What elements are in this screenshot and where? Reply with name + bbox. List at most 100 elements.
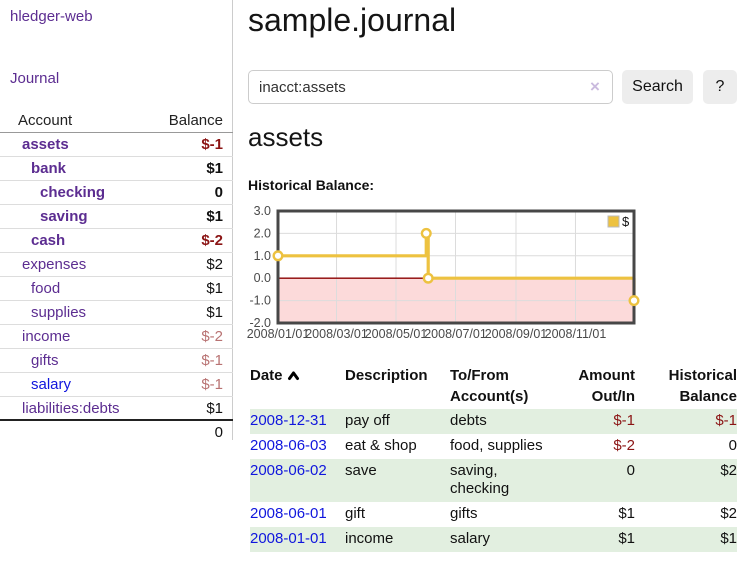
sidebar-account-row: income $-2 <box>0 325 233 349</box>
sidebar-account-row: saving $1 <box>0 205 233 229</box>
register-date-link[interactable]: 2008-12-31 <box>250 412 327 429</box>
register-accounts: debts <box>450 412 487 429</box>
register-accounts: gifts <box>450 505 478 522</box>
sidebar-account-row: bank $1 <box>0 157 233 181</box>
register-balance: $2 <box>720 505 737 522</box>
sidebar-account-gifts[interactable]: gifts <box>31 352 59 369</box>
date-column-header[interactable]: Date <box>250 362 345 409</box>
account-balance: $-1 <box>201 352 223 369</box>
register-amount: 0 <box>626 462 635 479</box>
sort-ascending-icon <box>287 366 300 387</box>
sidebar-account-cash[interactable]: cash <box>31 232 66 249</box>
sidebar-item-journal[interactable]: Journal <box>10 70 60 87</box>
register-row: 2008-01-01 income salary $1 $1 <box>250 527 737 552</box>
register-amount: $-1 <box>613 412 635 429</box>
svg-text:-2.0: -2.0 <box>249 316 271 330</box>
register-row: 2008-06-03 eat & shop food, supplies $-2 0 <box>250 434 737 459</box>
sidebar-account-assets[interactable]: assets <box>22 136 69 153</box>
svg-text:2008/07/01: 2008/07/01 <box>424 327 487 341</box>
register-amount: $1 <box>618 530 635 547</box>
historical-balance-chart[interactable]: 3.0 2.0 1.0 0.0 -1.0 -2.02008/01/012008/03/01… <box>245 198 740 345</box>
sidebar-account-food[interactable]: food <box>31 280 61 297</box>
sidebar-account-row: assets $-1 <box>0 133 233 157</box>
account-heading: assets <box>248 122 324 152</box>
sidebar-account-bank[interactable]: bank <box>31 160 67 177</box>
app-title-link[interactable]: hledger-web <box>10 8 93 25</box>
balance-column-header: Historical Balance <box>668 367 737 405</box>
sidebar-account-row: cash $-2 <box>0 229 233 253</box>
register-accounts: food, supplies <box>450 437 543 454</box>
sidebar: hledger-web Journal Account Balance asse… <box>0 0 233 441</box>
register-row: 2008-06-02 save saving, checking 0 $2 <box>250 459 737 502</box>
register-description: pay off <box>345 412 390 429</box>
account-balance: $1 <box>206 208 223 225</box>
register-description: gift <box>345 505 366 522</box>
svg-text:2008/03/01: 2008/03/01 <box>305 327 368 341</box>
svg-text:3.0: 3.0 <box>254 204 271 218</box>
accounts-column-header: To/From Account(s) <box>450 367 529 405</box>
account-balance: $-1 <box>201 376 223 393</box>
account-column-header: Account <box>18 112 73 129</box>
help-button[interactable]: ? <box>703 70 737 104</box>
register-amount: $-2 <box>613 437 635 454</box>
search-input[interactable] <box>248 70 613 104</box>
chart-legend: $ <box>607 214 630 229</box>
register-description: eat & shop <box>345 437 417 454</box>
register-balance: 0 <box>728 437 737 454</box>
register-accounts: salary <box>450 530 491 547</box>
register-date-link[interactable]: 2008-01-01 <box>250 530 327 547</box>
svg-text:$: $ <box>622 214 630 229</box>
sidebar-account-row: expenses $2 <box>0 253 233 277</box>
register-table: Date Description To/From Account(s) Amou… <box>250 362 737 552</box>
search-button[interactable]: Search <box>622 70 693 104</box>
chart-section-label: Historical Balance: <box>248 177 375 193</box>
sidebar-account-expenses[interactable]: expenses <box>22 256 87 273</box>
sidebar-account-row: checking 0 <box>0 181 233 205</box>
sidebar-account-liabilities-debts[interactable]: liabilities:debts <box>22 400 120 417</box>
sidebar-account-saving[interactable]: saving <box>40 208 88 225</box>
accounts-table-header: Account Balance <box>0 109 233 133</box>
account-balance: $-2 <box>201 328 223 345</box>
page-title: sample.journal <box>248 2 457 38</box>
sidebar-account-income[interactable]: income <box>22 328 71 345</box>
clear-search-icon[interactable]: × <box>590 77 600 96</box>
register-description: save <box>345 462 377 479</box>
register-balance: $1 <box>720 530 737 547</box>
sidebar-account-row: gifts $-1 <box>0 349 233 373</box>
svg-text:2.0: 2.0 <box>254 226 271 240</box>
register-amount: $1 <box>618 505 635 522</box>
svg-text:2008/05/01: 2008/05/01 <box>365 327 428 341</box>
sidebar-account-salary[interactable]: salary <box>31 376 72 393</box>
account-balance: $2 <box>206 256 223 273</box>
register-balance: $2 <box>720 462 737 479</box>
register-header-row: Date Description To/From Account(s) Amou… <box>250 362 737 409</box>
sidebar-account-row: supplies $1 <box>0 301 233 325</box>
svg-text:2008/01/01: 2008/01/01 <box>247 327 310 341</box>
account-balance: $-1 <box>201 136 223 153</box>
account-balance: $1 <box>206 400 223 417</box>
svg-text:-1.0: -1.0 <box>249 294 271 308</box>
register-row: 2008-06-01 gift gifts $1 $2 <box>250 502 737 527</box>
sidebar-account-row: liabilities:debts $1 <box>0 397 233 421</box>
register-description: income <box>345 530 394 547</box>
svg-text:0.0: 0.0 <box>254 271 271 285</box>
account-balance: 0 <box>214 184 223 201</box>
account-balance: $1 <box>206 304 223 321</box>
description-column-header: Description <box>345 367 428 384</box>
register-date-link[interactable]: 2008-06-01 <box>250 505 327 522</box>
svg-text:2008/09/01: 2008/09/01 <box>485 327 548 341</box>
sidebar-account-row: salary $-1 <box>0 373 233 397</box>
register-row: 2008-12-31 pay off debts $-1 $-1 <box>250 409 737 434</box>
register-balance: $-1 <box>715 412 737 429</box>
amount-column-header: Amount Out/In <box>578 367 635 405</box>
total-balance: 0 <box>214 424 223 441</box>
account-balance: $-2 <box>201 232 223 249</box>
accounts-total-row: 0 <box>0 421 233 445</box>
sidebar-account-checking[interactable]: checking <box>40 184 106 201</box>
balance-column-header: Balance <box>168 112 223 129</box>
register-date-link[interactable]: 2008-06-02 <box>250 462 327 479</box>
sidebar-account-row: food $1 <box>0 277 233 301</box>
sidebar-account-supplies[interactable]: supplies <box>31 304 87 321</box>
accounts-balance-table: Account Balance assets $-1 bank $1 checking 0… <box>0 109 233 445</box>
register-date-link[interactable]: 2008-06-03 <box>250 437 327 454</box>
